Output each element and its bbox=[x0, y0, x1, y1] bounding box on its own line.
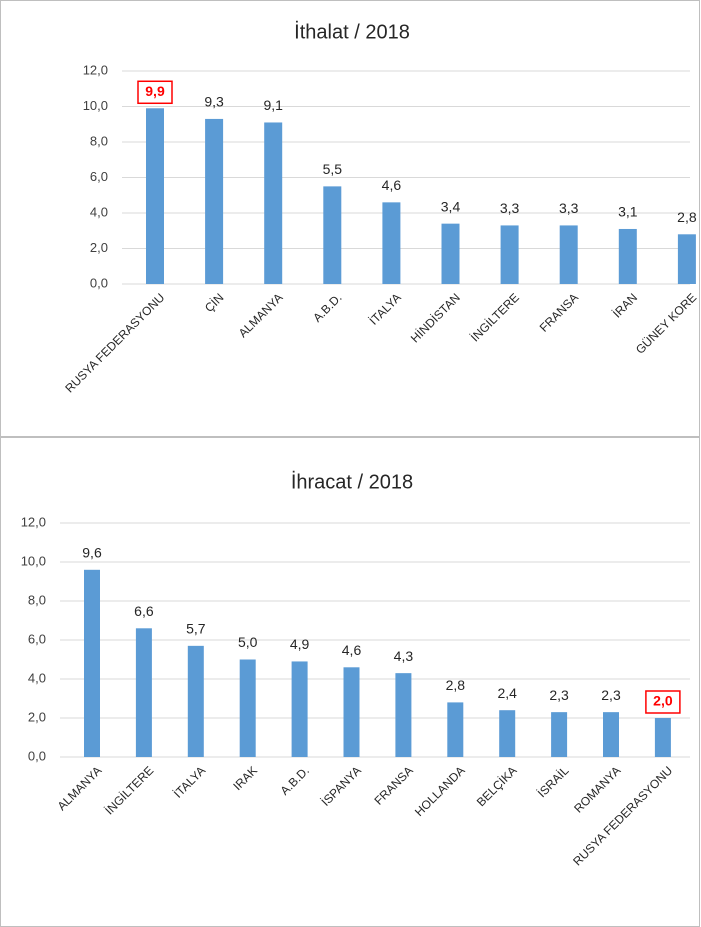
value-label: 5,5 bbox=[323, 161, 343, 177]
value-label: 2,0 bbox=[653, 693, 673, 709]
value-label: 4,6 bbox=[382, 177, 402, 193]
bar bbox=[559, 225, 578, 284]
y-tick-label: 8,0 bbox=[90, 133, 108, 148]
value-label: 2,3 bbox=[601, 687, 621, 703]
bar bbox=[382, 202, 401, 284]
x-tick-label: ALMANYA bbox=[236, 290, 286, 340]
x-tick-label: ÇİN bbox=[202, 290, 227, 315]
value-label: 3,3 bbox=[559, 200, 579, 216]
y-tick-label: 2,0 bbox=[28, 709, 46, 724]
bar bbox=[84, 569, 100, 757]
y-tick-label: 12,0 bbox=[21, 514, 46, 529]
bar bbox=[551, 712, 568, 757]
y-tick-label: 10,0 bbox=[83, 98, 108, 113]
x-tick-label: A.B.D. bbox=[310, 290, 344, 324]
bar bbox=[187, 645, 204, 757]
bar bbox=[146, 108, 164, 285]
bar bbox=[500, 225, 519, 284]
x-tick-label: RUSYA FEDERASYONU bbox=[570, 763, 675, 868]
y-tick-label: 6,0 bbox=[28, 631, 46, 646]
value-label: 5,7 bbox=[186, 621, 206, 637]
value-label: 2,4 bbox=[497, 685, 517, 701]
bar bbox=[135, 628, 152, 757]
value-label: 2,3 bbox=[549, 687, 569, 703]
bar bbox=[291, 661, 308, 757]
highlight-box bbox=[645, 690, 681, 714]
x-tick-label: İSRAİL bbox=[535, 763, 572, 800]
x-tick-label: İTALYA bbox=[367, 290, 404, 327]
x-tick-label: IRAK bbox=[230, 763, 260, 793]
x-tick-label: HİNDİSTAN bbox=[408, 290, 463, 345]
value-label: 2,8 bbox=[446, 677, 466, 693]
y-tick-label: 4,0 bbox=[90, 204, 108, 219]
value-label: 3,3 bbox=[500, 200, 520, 216]
value-label: 9,6 bbox=[82, 545, 102, 561]
value-label: 4,6 bbox=[342, 642, 362, 658]
x-tick-label: İRAN bbox=[610, 290, 640, 320]
chart-border bbox=[0, 0, 700, 437]
x-tick-label: BELÇİKA bbox=[474, 763, 520, 809]
bar bbox=[441, 223, 460, 284]
bar bbox=[264, 122, 283, 284]
x-tick-label: RUSYA FEDERASYONU bbox=[62, 290, 167, 395]
x-tick-label: İTALYA bbox=[171, 763, 208, 800]
bar bbox=[395, 673, 412, 757]
x-tick-label: İNGİLTERE bbox=[102, 763, 156, 817]
value-label: 3,4 bbox=[441, 198, 461, 214]
value-label: 4,3 bbox=[394, 648, 414, 664]
value-label: 6,6 bbox=[134, 603, 154, 619]
x-tick-label: ALMANYA bbox=[55, 763, 105, 813]
y-tick-label: 0,0 bbox=[90, 275, 108, 290]
x-tick-label: İSPANYA bbox=[318, 763, 363, 808]
bar bbox=[654, 718, 671, 757]
value-label: 4,9 bbox=[290, 636, 310, 652]
y-tick-label: 2,0 bbox=[90, 240, 108, 255]
x-tick-label: A.B.D. bbox=[278, 763, 312, 797]
bar bbox=[323, 186, 342, 284]
y-tick-label: 6,0 bbox=[90, 169, 108, 184]
bar bbox=[239, 659, 256, 757]
x-tick-label: GÜNEY KORE bbox=[633, 290, 699, 356]
value-label: 9,3 bbox=[204, 94, 224, 110]
x-tick-label: FRANSA bbox=[537, 290, 581, 334]
value-label: 9,9 bbox=[145, 83, 165, 99]
value-label: 2,8 bbox=[677, 209, 697, 225]
highlight-box bbox=[137, 80, 173, 105]
y-tick-label: 10,0 bbox=[21, 553, 46, 568]
chart-title: İhracat / 2018 bbox=[291, 470, 413, 493]
bar bbox=[499, 710, 516, 757]
y-tick-label: 0,0 bbox=[28, 748, 46, 763]
x-tick-label: HOLLANDA bbox=[412, 763, 468, 819]
chart-title: İthalat / 2018 bbox=[294, 20, 410, 43]
x-tick-label: İNGİLTERE bbox=[468, 290, 522, 344]
y-tick-label: 4,0 bbox=[28, 670, 46, 685]
bar bbox=[603, 712, 619, 757]
y-tick-label: 8,0 bbox=[28, 592, 46, 607]
value-label: 5,0 bbox=[238, 634, 258, 650]
bar bbox=[343, 667, 360, 757]
bar bbox=[205, 118, 224, 284]
bar bbox=[677, 234, 696, 284]
x-tick-label: ROMANYA bbox=[571, 763, 623, 815]
bar bbox=[447, 702, 464, 757]
x-tick-label: FRANSA bbox=[371, 763, 415, 807]
value-label: 3,1 bbox=[618, 204, 638, 220]
y-tick-label: 12,0 bbox=[83, 62, 108, 77]
value-label: 9,1 bbox=[263, 97, 283, 113]
bar bbox=[618, 228, 637, 284]
